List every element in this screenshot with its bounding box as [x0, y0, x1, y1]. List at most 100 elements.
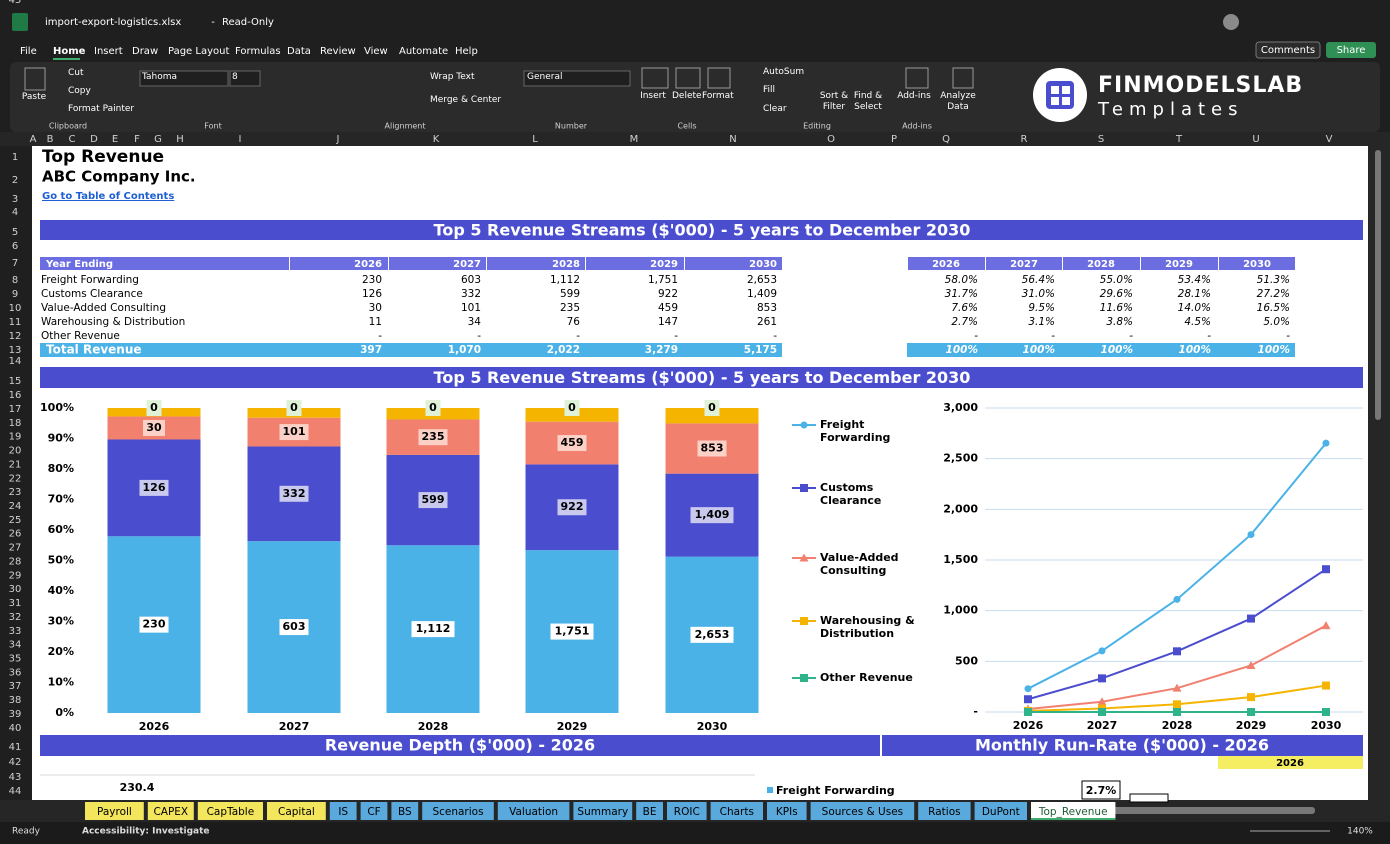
h-scroll-thumb[interactable] — [1075, 807, 1315, 814]
column-header[interactable]: B — [47, 134, 54, 145]
row-header[interactable]: 24 — [9, 501, 22, 512]
menu-tab[interactable]: View — [364, 46, 388, 57]
column-header[interactable]: T — [1175, 134, 1183, 145]
menu-tab[interactable]: Help — [455, 46, 478, 57]
row-header[interactable]: 37 — [9, 681, 22, 692]
column-header[interactable]: Q — [942, 134, 950, 145]
share-label[interactable]: Share — [1337, 45, 1366, 56]
sheet-tab[interactable]: Ratios — [928, 806, 960, 818]
ribbon-button[interactable]: Fill — [763, 85, 776, 95]
row-header[interactable]: 36 — [9, 667, 22, 678]
ribbon-button[interactable]: Wrap Text — [430, 72, 475, 82]
row-header[interactable]: 30 — [9, 584, 22, 595]
row-header[interactable]: 12 — [9, 331, 22, 342]
column-header[interactable]: J — [336, 134, 340, 145]
sheet-tab[interactable]: Capital — [278, 806, 315, 818]
avatar[interactable] — [1223, 14, 1239, 30]
toc-link[interactable]: Go to Table of Contents — [42, 191, 174, 202]
row-header[interactable]: 22 — [9, 473, 22, 484]
sheet-tab[interactable]: DuPont — [982, 806, 1020, 818]
row-header[interactable]: 8 — [12, 275, 18, 286]
row-header[interactable]: 40 — [9, 723, 22, 734]
column-header[interactable]: C — [69, 134, 76, 145]
column-header[interactable]: A — [30, 134, 37, 145]
row-header[interactable]: 2 — [12, 175, 18, 186]
row-header[interactable]: 34 — [9, 640, 22, 651]
vertical-scrollbar[interactable] — [1368, 146, 1390, 800]
menu-tab[interactable]: File — [20, 46, 37, 57]
sheet-tab[interactable]: CapTable — [207, 806, 255, 818]
ribbon-button[interactable]: Paste — [21, 92, 47, 102]
menu-tab[interactable]: Page Layout — [168, 46, 229, 57]
row-header[interactable]: 18 — [9, 418, 22, 429]
zoom-level[interactable]: 140% — [1347, 827, 1373, 837]
menu-tab[interactable]: Home — [53, 46, 86, 57]
sheet-tab[interactable]: KPIs — [776, 806, 798, 818]
sheet-tab[interactable]: Top_Revenue — [1038, 806, 1108, 818]
column-header[interactable]: O — [827, 134, 835, 145]
ribbon-button[interactable]: AutoSum — [763, 67, 805, 77]
menu-tab[interactable]: Data — [287, 46, 311, 57]
row-header[interactable]: 11 — [9, 317, 22, 328]
row-header[interactable]: 6 — [12, 241, 18, 252]
ribbon-button[interactable]: Insert — [640, 91, 666, 101]
menu-tab[interactable]: Insert — [94, 46, 123, 57]
sheet-tab[interactable]: IS — [338, 806, 348, 818]
sheet-tab[interactable]: CF — [367, 806, 380, 818]
column-header[interactable]: U — [1252, 134, 1259, 145]
row-header[interactable]: 25 — [9, 515, 22, 526]
column-header[interactable]: I — [239, 134, 242, 145]
ribbon-button[interactable]: Format Painter — [68, 104, 135, 114]
ribbon-button[interactable]: Copy — [68, 86, 91, 96]
row-header[interactable]: 43 — [9, 772, 22, 783]
column-header[interactable]: E — [112, 134, 118, 145]
ribbon-button[interactable]: Delete — [672, 91, 702, 101]
menu-tab[interactable]: Draw — [132, 46, 158, 57]
row-header[interactable]: 1 — [12, 152, 18, 163]
row-header[interactable]: 23 — [9, 487, 22, 498]
column-header[interactable]: H — [176, 134, 184, 145]
row-header[interactable]: 19 — [9, 432, 22, 443]
ribbon-button[interactable]: General — [527, 72, 563, 82]
sheet-tab[interactable]: Scenarios — [432, 806, 483, 818]
ribbon-button[interactable]: Find & Select — [853, 91, 883, 112]
row-header[interactable]: 3 — [12, 194, 18, 205]
row-header[interactable]: 33 — [9, 626, 22, 637]
column-header[interactable]: M — [630, 134, 639, 145]
ribbon-button[interactable]: Merge & Center — [430, 95, 502, 105]
row-header[interactable]: 21 — [9, 459, 22, 470]
column-header[interactable]: V — [1326, 134, 1333, 145]
column-header[interactable]: K — [433, 134, 440, 145]
column-header[interactable]: R — [1021, 134, 1028, 145]
row-header[interactable]: 45 — [9, 0, 22, 6]
column-header[interactable]: N — [729, 134, 736, 145]
row-header[interactable]: 38 — [9, 695, 22, 706]
column-header[interactable]: P — [891, 134, 897, 145]
row-header[interactable]: 31 — [9, 598, 22, 609]
sheet-tab[interactable]: BS — [398, 806, 412, 818]
row-header[interactable]: 39 — [9, 709, 22, 720]
row-header[interactable]: 20 — [9, 446, 22, 457]
row-header[interactable]: 9 — [12, 289, 18, 300]
ribbon-button[interactable]: Clear — [763, 104, 787, 114]
scroll-thumb[interactable] — [1375, 150, 1381, 420]
accessibility-status[interactable]: Accessibility: Investigate — [82, 827, 210, 837]
menu-tab[interactable]: Formulas — [235, 46, 281, 57]
sheet-tab[interactable]: Valuation — [509, 806, 558, 818]
column-header[interactable]: D — [90, 134, 98, 145]
sheet-tab[interactable]: CAPEX — [153, 806, 188, 818]
row-header[interactable]: 32 — [9, 612, 22, 623]
row-header[interactable]: 42 — [9, 757, 22, 768]
column-header[interactable]: G — [154, 134, 162, 145]
sheet-tab[interactable]: Summary — [577, 806, 628, 818]
row-header[interactable]: 16 — [9, 390, 22, 401]
ribbon-button[interactable]: Analyze Data — [940, 91, 976, 112]
row-header[interactable]: 29 — [9, 570, 22, 581]
row-header[interactable]: 28 — [9, 556, 22, 567]
row-header[interactable]: 14 — [9, 356, 22, 367]
row-header[interactable]: 26 — [9, 529, 22, 540]
menu-tab[interactable]: Automate — [399, 46, 448, 57]
row-header[interactable]: 10 — [9, 303, 22, 314]
row-header[interactable]: 44 — [9, 786, 22, 797]
row-header[interactable]: 41 — [9, 742, 22, 753]
